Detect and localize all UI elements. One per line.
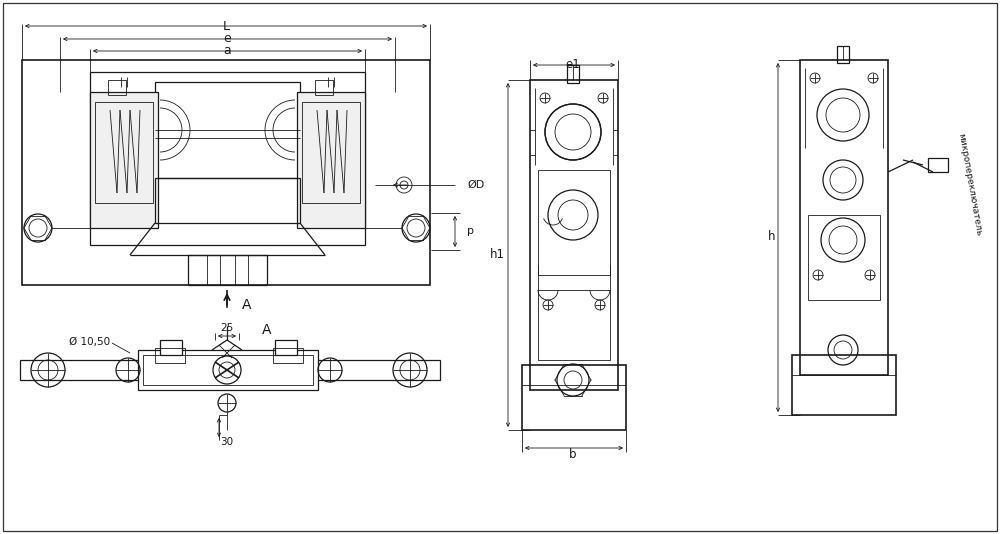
Bar <box>538 170 610 275</box>
Text: A: A <box>262 323 272 337</box>
Bar <box>138 350 318 390</box>
Bar <box>530 80 618 390</box>
Bar <box>155 178 300 223</box>
Bar <box>808 215 880 300</box>
Bar <box>273 348 303 363</box>
Text: 25: 25 <box>220 323 234 333</box>
Bar <box>275 340 297 355</box>
Text: b: b <box>569 449 577 461</box>
Text: A: A <box>242 298 252 312</box>
Bar <box>837 46 849 63</box>
Bar <box>90 72 365 245</box>
Text: h: h <box>768 231 775 244</box>
Bar <box>143 355 313 385</box>
Bar <box>522 365 626 430</box>
Bar <box>792 355 896 415</box>
Bar <box>928 158 948 172</box>
Bar <box>95 102 153 203</box>
Bar <box>800 60 888 375</box>
Text: 30: 30 <box>220 437 234 447</box>
Text: Ø 10,50: Ø 10,50 <box>69 337 110 347</box>
Bar <box>155 348 185 363</box>
Text: h1: h1 <box>490 248 505 262</box>
Bar <box>297 92 365 228</box>
Bar <box>20 360 440 380</box>
Bar <box>567 65 579 83</box>
Text: e1: e1 <box>566 59 580 72</box>
Bar <box>315 80 333 95</box>
Bar <box>302 102 360 203</box>
Bar <box>108 80 126 95</box>
Text: a: a <box>223 44 231 58</box>
Text: p: p <box>467 226 474 236</box>
Text: L: L <box>222 20 230 33</box>
Bar <box>538 290 610 360</box>
Text: e: e <box>223 33 231 45</box>
Bar <box>22 60 430 285</box>
Text: микропереключатель: микропереключатель <box>956 133 983 237</box>
Bar <box>188 255 267 285</box>
Text: ØD: ØD <box>467 180 484 190</box>
Bar <box>90 92 158 228</box>
Bar <box>160 340 182 355</box>
Bar <box>155 82 300 178</box>
